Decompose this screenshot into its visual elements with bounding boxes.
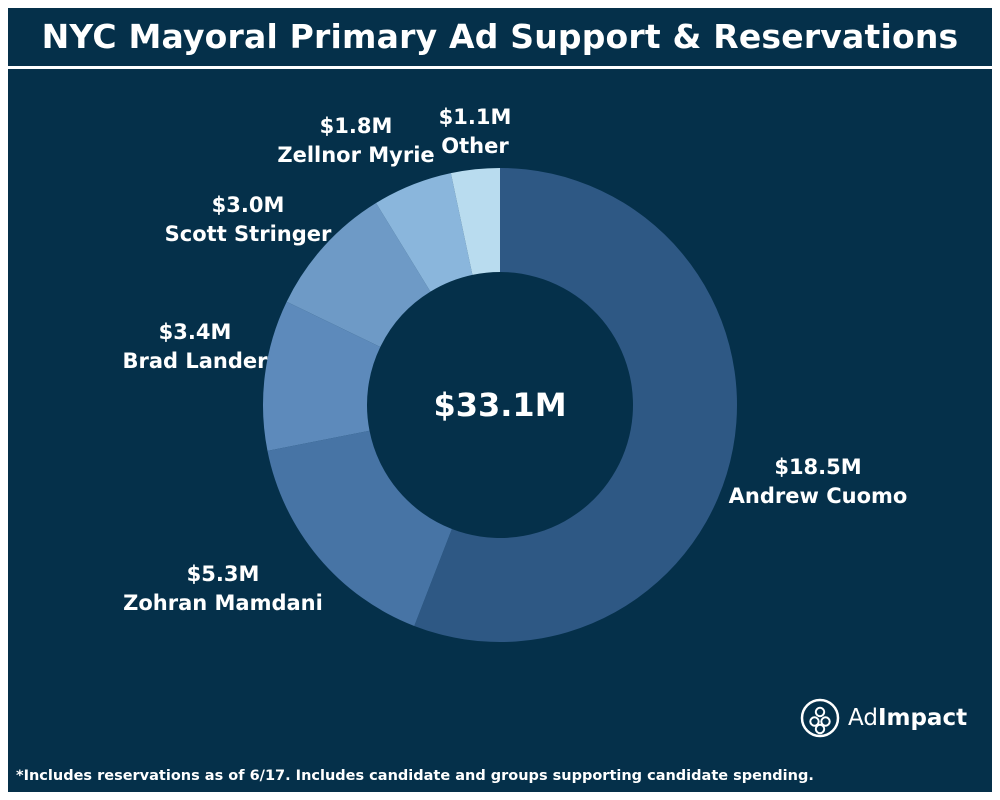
admpact-logo-icon (800, 698, 840, 738)
slice-label-brad-lander: $3.4M Brad Lander (122, 320, 268, 373)
labels-layer: $18.5M Andrew Cuomo $5.3M Zohran Mamdani $3.… (122, 105, 907, 615)
center-total-label: $33.1M (433, 386, 566, 424)
slice-value-label: $3.4M (159, 320, 232, 344)
donut-chart: $18.5M Andrew Cuomo $5.3M Zohran Mamdani $3.… (122, 105, 907, 642)
slice-other (450, 168, 500, 275)
admpact-logo: AdImpact (800, 697, 967, 739)
chart-title: NYC Mayoral Primary Ad Support & Reserva… (8, 8, 992, 66)
slice-name-label: Andrew Cuomo (729, 484, 908, 508)
slice-value-label: $3.0M (212, 193, 285, 217)
slice-name-label: Zohran Mamdani (123, 591, 323, 615)
slice-andrew-cuomo (414, 168, 738, 642)
slice-brad-lander (263, 301, 381, 451)
slice-name-label: Brad Lander (122, 349, 268, 373)
footnote: *Includes reservations as of 6/17. Inclu… (8, 761, 992, 792)
slice-label-andrew-cuomo: $18.5M Andrew Cuomo (729, 455, 908, 508)
slice-zohran-mamdani (267, 430, 452, 626)
slice-name-label: Other (441, 134, 509, 158)
slice-value-label: $1.8M (320, 114, 393, 138)
slice-label-zellnor-myrie: $1.8M Zellnor Myrie (277, 114, 434, 167)
slice-scott-stringer (286, 203, 431, 348)
slice-name-label: Zellnor Myrie (277, 143, 434, 167)
slice-value-label: $18.5M (774, 455, 861, 479)
brand-text-ad: Ad (848, 705, 878, 731)
slice-label-zohran-mamdani: $5.3M Zohran Mamdani (123, 562, 323, 615)
slice-name-label: Scott Stringer (165, 222, 332, 246)
chart-panel: $18.5M Andrew Cuomo $5.3M Zohran Mamdani $3.… (8, 69, 992, 761)
slice-label-other: $1.1M Other (439, 105, 512, 158)
slice-zellnor-myrie (376, 173, 473, 292)
slice-label-scott-stringer: $3.0M Scott Stringer (165, 193, 332, 246)
slices-layer (263, 168, 738, 642)
brand-text-impact: Impact (877, 705, 968, 731)
slice-value-label: $5.3M (187, 562, 260, 586)
slice-value-label: $1.1M (439, 105, 512, 129)
admpact-logo-text: AdImpact (848, 705, 967, 731)
